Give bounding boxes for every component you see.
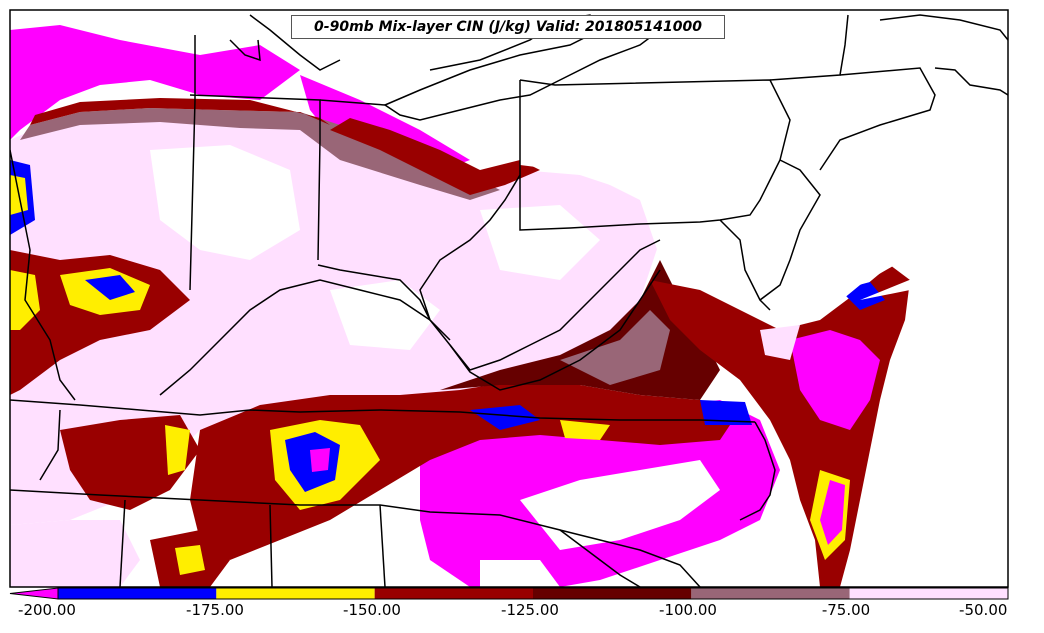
colorbar-under-triangle (9, 587, 59, 600)
colorbar-tick-label: -175.00 (186, 601, 244, 619)
colorbar-tick-label: -150.00 (343, 601, 401, 619)
colorbar-bin (58, 588, 217, 599)
colorbar-tick-label: -200.00 (18, 601, 76, 619)
state-borders (10, 14, 1008, 587)
colorbar (9, 587, 1009, 600)
colorbar-tick-label: -75.00 (821, 601, 871, 619)
colorbar-tick-label: -125.00 (501, 601, 559, 619)
map-title-box: 0-90mb Mix-layer CIN (J/kg) Valid: 20180… (291, 15, 725, 39)
colorbar-bin (533, 588, 692, 599)
colorbar-bin (691, 588, 850, 599)
colorbar-tick-label: -100.00 (659, 601, 717, 619)
colorbar-frame (57, 587, 1009, 600)
map-frame (9, 9, 1009, 588)
colorbar-tick-label: -50.00 (959, 601, 1008, 619)
map-title: 0-90mb Mix-layer CIN (J/kg) Valid: 20180… (314, 19, 702, 35)
colorbar-bin (216, 588, 375, 599)
cin-field (10, 10, 1008, 587)
colorbar-bin (374, 588, 533, 599)
colorbar-bin (849, 588, 1008, 599)
